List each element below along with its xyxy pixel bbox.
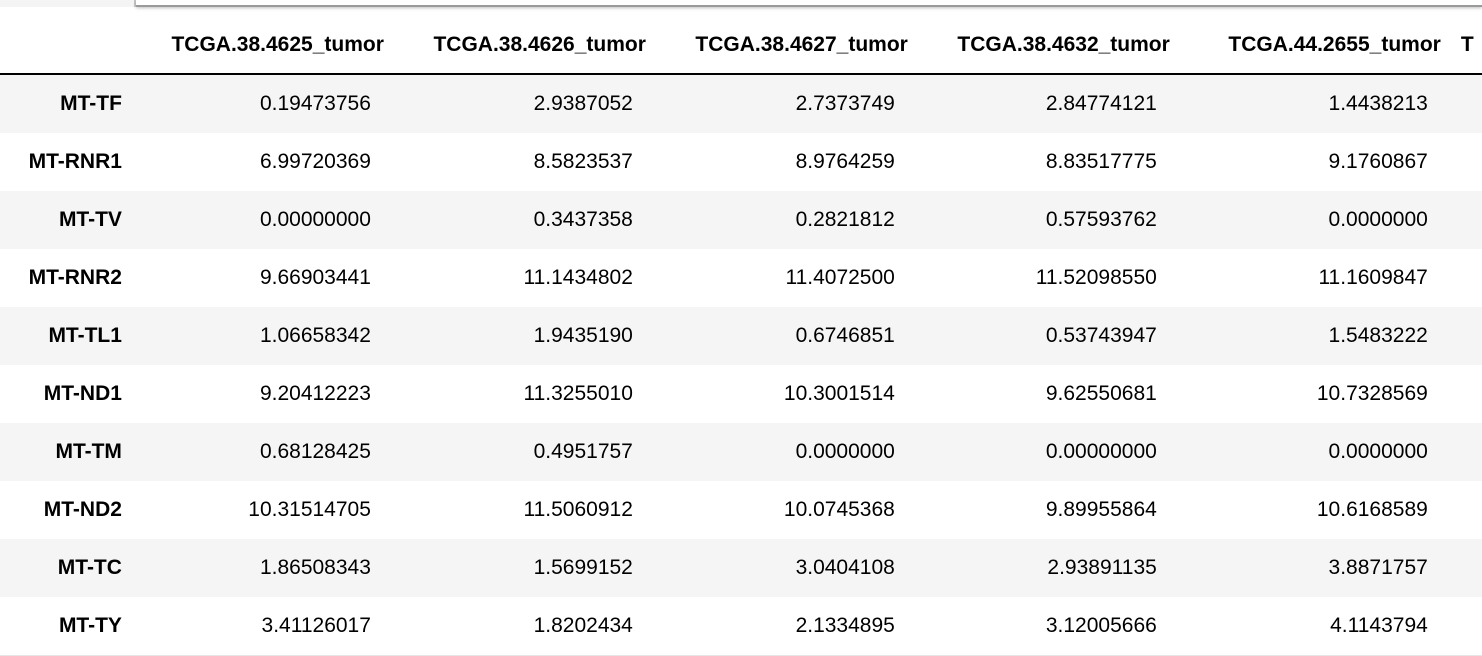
horizontal-scrollbar[interactable] bbox=[136, 0, 1482, 7]
table-row: MT-ND2 10.31514705 11.5060912 10.0745368 9.8… bbox=[0, 481, 1482, 539]
row-label: MT-RNR2 bbox=[28, 266, 122, 289]
table-cell: 1.06658342 bbox=[259, 324, 371, 347]
column-header: TCGA.44.2655_tumor bbox=[1181, 17, 1453, 75]
table-cell-truncated bbox=[1453, 365, 1482, 423]
row-label: MT-TV bbox=[58, 208, 122, 231]
table-cell: 8.9764259 bbox=[795, 150, 895, 173]
dataframe-output: TCGA.38.4625_tumor TCGA.38.4626_tumor TC… bbox=[0, 17, 1482, 656]
table-cell: 11.52098550 bbox=[1035, 266, 1157, 289]
table-cell: 0.0000000 bbox=[795, 440, 895, 463]
table-cell: 1.86508343 bbox=[259, 556, 371, 579]
table-cell: 2.7373749 bbox=[795, 92, 895, 115]
table-cell: 0.6746851 bbox=[795, 324, 895, 347]
row-label: MT-TY bbox=[0, 597, 134, 656]
table-cell: 1.5483222 bbox=[1328, 324, 1428, 347]
table-cell: 11.4072500 bbox=[785, 266, 895, 289]
table-cell: 1.9435190 bbox=[533, 324, 633, 347]
column-header: TCGA.38.4625_tumor bbox=[133, 17, 396, 75]
table-cell: 2.93891135 bbox=[1047, 556, 1157, 579]
column-header: TCGA.38.4626_tumor bbox=[395, 17, 658, 75]
table-cell: 2.84774121 bbox=[1045, 92, 1157, 115]
table-cell: 11.3255010 bbox=[523, 382, 633, 405]
table-row: MT-ND1 9.20412223 11.3255010 10.3001514 9.62… bbox=[0, 365, 1482, 423]
row-label: MT-ND1 bbox=[43, 382, 122, 405]
table-cell: 11.1434802 bbox=[523, 266, 633, 289]
table-cell: 10.3001514 bbox=[783, 382, 895, 405]
row-label: MT-TF bbox=[60, 92, 122, 115]
table-cell: 0.2821812 bbox=[795, 208, 895, 231]
table-cell: 2.9387052 bbox=[533, 92, 633, 115]
table-cell: 1.4438213 bbox=[1328, 92, 1428, 115]
table-cell: 1.8202434 bbox=[395, 597, 658, 656]
table-cell: 9.66903441 bbox=[259, 266, 371, 289]
table-row: MT-TV 0.00000000 0.3437358 0.2821812 0.57593… bbox=[0, 191, 1482, 249]
table-body: MT-TF 0.19473756 2.9387052 2.7373749 2.84774… bbox=[0, 74, 1482, 656]
table-cell-truncated bbox=[1452, 597, 1482, 656]
table-cell: 9.1760867 bbox=[1328, 150, 1428, 173]
column-header: TCGA.38.4632_tumor bbox=[919, 17, 1182, 75]
table-cell: 0.00000000 bbox=[259, 208, 371, 231]
table-cell: 10.0745368 bbox=[783, 498, 895, 521]
row-label: MT-TL1 bbox=[48, 324, 122, 347]
table-cell: 4.1143794 bbox=[1181, 597, 1453, 656]
table-row: MT-RNR2 9.66903441 11.1434802 11.4072500 11.… bbox=[0, 249, 1482, 307]
table-cell-truncated bbox=[1453, 133, 1482, 191]
table-cell: 0.68128425 bbox=[259, 440, 371, 463]
table-cell-truncated bbox=[1453, 423, 1482, 481]
table-cell: 0.4951757 bbox=[533, 440, 633, 463]
table-cell-truncated bbox=[1453, 74, 1482, 133]
table-cell: 3.0404108 bbox=[795, 556, 895, 579]
table-row: MT-TM 0.68128425 0.4951757 0.0000000 0.00000… bbox=[0, 423, 1482, 481]
table-cell: 10.6168589 bbox=[1316, 498, 1428, 521]
table-row: MT-TY 3.41126017 1.8202434 2.1334895 3.12005… bbox=[0, 597, 1482, 656]
table-row: MT-TC 1.86508343 1.5699152 3.0404108 2.93891… bbox=[0, 539, 1482, 597]
table-cell: 11.5060912 bbox=[523, 498, 633, 521]
table-cell: 0.0000000 bbox=[1328, 440, 1428, 463]
table-cell: 0.3437358 bbox=[533, 208, 633, 231]
table-cell-truncated bbox=[1453, 191, 1482, 249]
column-header: TCGA.38.4627_tumor bbox=[657, 17, 920, 75]
table-cell: 0.0000000 bbox=[1328, 208, 1428, 231]
header-row: TCGA.38.4625_tumor TCGA.38.4626_tumor TC… bbox=[0, 17, 1482, 75]
column-header-truncated: T bbox=[1452, 17, 1482, 75]
table-cell: 9.89955864 bbox=[1045, 498, 1157, 521]
table-cell: 3.8871757 bbox=[1328, 556, 1428, 579]
table-cell: 9.62550681 bbox=[1045, 382, 1157, 405]
row-label: MT-RNR1 bbox=[28, 150, 122, 173]
table-header: TCGA.38.4625_tumor TCGA.38.4626_tumor TC… bbox=[0, 17, 1482, 75]
table-cell: 6.99720369 bbox=[259, 150, 371, 173]
table-cell: 11.1609847 bbox=[1318, 266, 1428, 289]
table-cell: 10.31514705 bbox=[248, 498, 371, 521]
table-row: MT-TL1 1.06658342 1.9435190 0.6746851 0.5374… bbox=[0, 307, 1482, 365]
table-row: MT-TF 0.19473756 2.9387052 2.7373749 2.84774… bbox=[0, 74, 1482, 133]
table-cell: 2.1334895 bbox=[657, 597, 920, 656]
table-cell: 0.00000000 bbox=[1045, 440, 1157, 463]
table-cell: 1.5699152 bbox=[533, 556, 633, 579]
table-cell-truncated bbox=[1453, 249, 1482, 307]
table-cell: 0.57593762 bbox=[1045, 208, 1157, 231]
cell-divider bbox=[134, 0, 136, 7]
row-label: MT-TC bbox=[57, 556, 122, 579]
table-cell: 9.20412223 bbox=[259, 382, 371, 405]
table-cell: 0.19473756 bbox=[259, 92, 371, 115]
output-area-top-edge bbox=[0, 0, 1482, 7]
table-cell: 8.83517775 bbox=[1045, 150, 1157, 173]
table-cell: 0.53743947 bbox=[1045, 324, 1157, 347]
row-label: MT-ND2 bbox=[43, 498, 122, 521]
table-cell-truncated bbox=[1453, 539, 1482, 597]
table-cell: 10.7328569 bbox=[1316, 382, 1428, 405]
table-cell-truncated bbox=[1453, 307, 1482, 365]
table-cell-truncated bbox=[1453, 481, 1482, 539]
row-label: MT-TM bbox=[55, 440, 122, 463]
dataframe-table: TCGA.38.4625_tumor TCGA.38.4626_tumor TC… bbox=[0, 17, 1482, 656]
table-cell: 3.12005666 bbox=[919, 597, 1182, 656]
table-row: MT-RNR1 6.99720369 8.5823537 8.9764259 8.835… bbox=[0, 133, 1482, 191]
index-header bbox=[0, 17, 134, 75]
table-cell: 3.41126017 bbox=[133, 597, 396, 656]
table-cell: 8.5823537 bbox=[533, 150, 633, 173]
